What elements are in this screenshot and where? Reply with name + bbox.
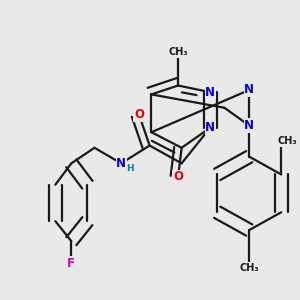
- Text: N: N: [244, 83, 254, 97]
- Text: CH₃: CH₃: [278, 136, 297, 146]
- Text: H: H: [126, 164, 133, 173]
- Text: N: N: [116, 157, 126, 170]
- Text: O: O: [134, 108, 144, 121]
- Text: N: N: [205, 121, 215, 134]
- Text: N: N: [244, 119, 254, 132]
- Text: CH₃: CH₃: [168, 47, 188, 57]
- Text: F: F: [68, 257, 75, 270]
- Text: CH₃: CH₃: [239, 263, 259, 273]
- Text: O: O: [173, 170, 183, 183]
- Text: N: N: [205, 86, 215, 99]
